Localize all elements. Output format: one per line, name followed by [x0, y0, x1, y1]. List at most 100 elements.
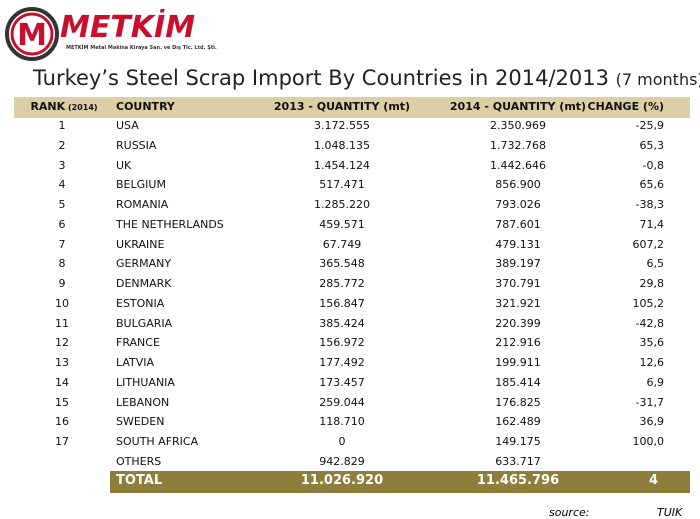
- table-cell: 1.442.646: [490, 158, 546, 172]
- table-cell: -42,8: [635, 316, 664, 330]
- table-cell: 1.048.135: [314, 138, 370, 152]
- title-text: Turkey’s Steel Scrap Import By Countries…: [33, 66, 609, 90]
- table-cell: 6,5: [646, 257, 665, 271]
- table-cell: 212.916: [495, 336, 541, 350]
- table-cell: 17: [55, 435, 69, 448]
- table-cell: 787.601: [495, 217, 541, 231]
- table-cell: 36,9: [639, 415, 665, 429]
- table-cell: SWEDEN: [116, 415, 165, 429]
- table-cell: 156.847: [319, 296, 365, 310]
- table-cell: 15: [55, 395, 69, 409]
- table-cell: LEBANON: [116, 395, 170, 409]
- table-cell: 100,0: [632, 435, 665, 448]
- table-cell: 2: [58, 138, 66, 152]
- title: Turkey’s Steel Scrap Import By Countries…: [33, 66, 700, 90]
- table-cell: 2.350.969: [490, 119, 546, 132]
- table-cell: 9: [58, 277, 66, 290]
- table-cell: 7: [58, 237, 66, 251]
- header-cell: RANK (2014): [14, 100, 114, 115]
- table-cell: 6,9: [646, 375, 665, 389]
- table-cell: ROMANIA: [116, 198, 169, 211]
- table-cell: 105,2: [632, 296, 665, 310]
- total-cell: 11.026.920: [300, 473, 384, 488]
- table-cell: BELGIUM: [116, 178, 166, 192]
- table-cell: 173.457: [319, 375, 365, 389]
- total-cell: 4: [648, 473, 658, 488]
- source-label: source:: [549, 506, 590, 519]
- table-cell: 16: [55, 415, 69, 429]
- table-cell: OTHERS: [116, 454, 162, 468]
- table-cell: 6: [58, 217, 66, 231]
- logo-emblem: M: [5, 7, 59, 61]
- header-cell: 2013 - QUANTITY (mt): [273, 100, 411, 113]
- total-cell: TOTAL: [116, 473, 163, 488]
- table-cell: LATVIA: [116, 356, 155, 369]
- table-cell: 459.571: [319, 217, 365, 231]
- table-cell: SOUTH AFRICA: [116, 435, 199, 448]
- table-cell: ESTONIA: [116, 296, 165, 310]
- table-cell: BULGARIA: [116, 316, 173, 330]
- table-cell: 1.454.124: [314, 158, 370, 172]
- table-cell: 3.172.555: [314, 119, 370, 132]
- table-cell: LITHUANIA: [116, 375, 175, 389]
- header-rank: RANK: [30, 100, 66, 113]
- table-cell: 3: [58, 158, 66, 172]
- table-cell: 12: [55, 336, 69, 350]
- table-cell: UKRAINE: [116, 237, 165, 251]
- table-cell: 385.424: [319, 316, 365, 330]
- table-cell: 607,2: [632, 237, 665, 251]
- table-cell: 118.710: [319, 415, 365, 429]
- table-cell: 4: [58, 178, 66, 192]
- table-cell: 71,4: [639, 217, 665, 231]
- table-cell: 199.911: [495, 356, 541, 369]
- table-cell: UK: [116, 158, 132, 172]
- table-cell: 176.825: [495, 395, 541, 409]
- table-cell: 856.900: [495, 178, 541, 192]
- table-cell: -38,3: [635, 198, 664, 211]
- header-cell: CHANGE (%): [587, 100, 664, 113]
- table-cell: 13: [55, 356, 69, 369]
- table-cell: 65,3: [639, 138, 665, 152]
- table-cell: 259.044: [319, 395, 365, 409]
- table-cell: 156.972: [319, 336, 365, 350]
- header-rank-note: (2014): [65, 103, 98, 112]
- table-cell: 793.026: [495, 198, 541, 211]
- table-cell: RUSSIA: [116, 138, 157, 152]
- table-cell: 29,8: [639, 277, 665, 290]
- logo-name: METKİM: [60, 10, 196, 45]
- table-cell: 149.175: [495, 435, 541, 448]
- table-cell: 370.791: [495, 277, 541, 290]
- table-cell: 5: [58, 198, 66, 211]
- total-row: [110, 471, 690, 493]
- header-row: [14, 97, 690, 118]
- title-note: (7 months): [615, 70, 700, 89]
- table-cell: 321.921: [495, 296, 541, 310]
- table-cell: 0: [338, 435, 346, 448]
- table-cell: -0,8: [642, 158, 664, 172]
- table-cell: FRANCE: [116, 336, 160, 350]
- table-cell: 633.717: [495, 454, 541, 468]
- table-cell: 220.399: [495, 316, 541, 330]
- logo-company: METKİM Metal Makina Kiraya San. ve Dış T…: [66, 45, 217, 51]
- table-cell: THE NETHERLANDS: [116, 217, 224, 231]
- table-cell: 65,6: [639, 178, 665, 192]
- table-cell: 479.131: [495, 237, 541, 251]
- table-cell: USA: [116, 119, 139, 132]
- header-cell: COUNTRY: [116, 100, 175, 113]
- source-value: TUIK: [657, 506, 683, 519]
- header-cell: 2014 - QUANTITY (mt): [449, 100, 587, 113]
- total-cell: 11.465.796: [476, 473, 560, 488]
- table-cell: 162.489: [495, 415, 541, 429]
- table-cell: 389.197: [495, 257, 541, 271]
- table-cell: 1.732.768: [490, 138, 546, 152]
- table-cell: 185.414: [495, 375, 541, 389]
- table-cell: 67.749: [322, 237, 362, 251]
- logo-letter: M: [17, 18, 47, 53]
- table-cell: 10: [55, 296, 69, 310]
- table-cell: GERMANY: [116, 257, 172, 271]
- table-cell: 1.285.220: [314, 198, 370, 211]
- table-cell: 1: [58, 119, 66, 132]
- table-cell: 8: [58, 257, 66, 271]
